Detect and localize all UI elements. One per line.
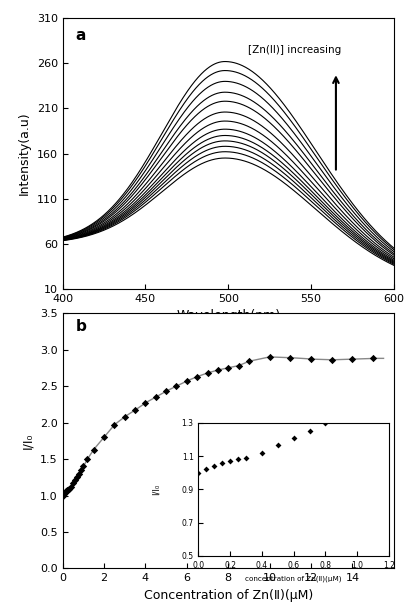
Point [142, 398, 149, 408]
X-axis label: Wavelength(nm): Wavelength(nm) [176, 309, 280, 322]
Y-axis label: Intensity(a.u): Intensity(a.u) [18, 112, 31, 195]
Point [72, 475, 78, 485]
Point [65, 484, 72, 494]
Point [80, 461, 86, 471]
Point [163, 386, 169, 396]
Text: a: a [76, 28, 86, 43]
Point [61, 489, 67, 499]
Text: [Zn(II)] increasing: [Zn(II)] increasing [248, 46, 341, 55]
Point [61, 488, 68, 497]
Point [63, 486, 69, 496]
Point [349, 354, 356, 364]
Point [215, 365, 221, 375]
Point [76, 469, 82, 478]
Point [194, 371, 200, 381]
Point [183, 376, 190, 386]
Point [70, 478, 76, 488]
Point [173, 381, 180, 391]
Point [246, 356, 252, 366]
Point [68, 482, 74, 492]
Point [84, 454, 90, 464]
Point [122, 412, 128, 421]
Point [225, 363, 231, 373]
Point [59, 491, 66, 500]
X-axis label: Concentration of Zn(Ⅱ)(μM): Concentration of Zn(Ⅱ)(μM) [144, 589, 313, 602]
Point [74, 472, 80, 482]
Point [111, 420, 118, 430]
Point [101, 432, 107, 442]
Point [308, 354, 314, 364]
Point [78, 465, 84, 475]
Text: b: b [76, 319, 87, 334]
Point [204, 368, 211, 378]
Y-axis label: I/I₀: I/I₀ [21, 433, 34, 449]
Point [153, 392, 159, 402]
Point [65, 485, 71, 494]
Point [370, 353, 377, 363]
Point [328, 355, 335, 365]
Point [266, 352, 273, 362]
Point [287, 353, 294, 362]
Point [132, 406, 138, 415]
Point [90, 444, 97, 454]
Point [236, 361, 242, 370]
Point [63, 486, 70, 496]
